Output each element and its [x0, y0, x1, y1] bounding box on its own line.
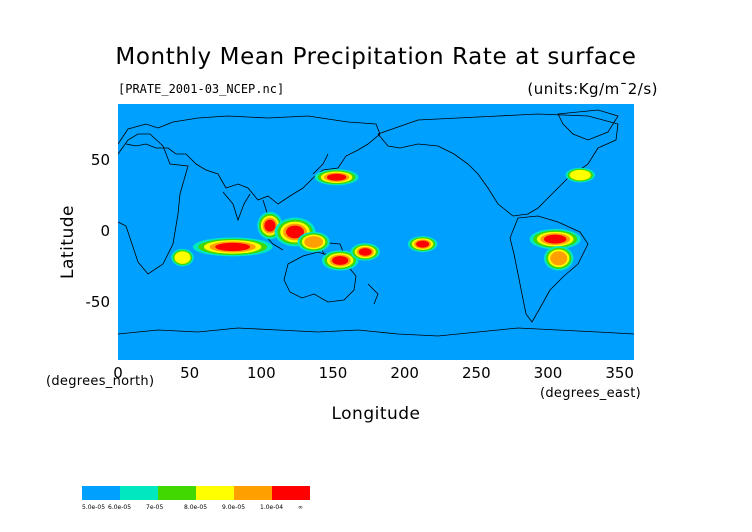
precip-region	[550, 251, 568, 266]
precip-region	[215, 242, 251, 252]
colorbar-segment	[158, 486, 196, 500]
x-tick-label: 350	[605, 364, 634, 382]
precip-region	[304, 236, 324, 248]
x-axis-unit-note: (degrees_east)	[540, 386, 642, 401]
coastline-south-america	[509, 215, 589, 323]
coastlines	[118, 109, 634, 337]
x-axis-label: Longitude	[331, 404, 421, 424]
y-tick-label: 0	[100, 222, 110, 240]
map-title: Monthly Mean Precipitation Rate at surfa…	[115, 44, 637, 70]
precip-region	[569, 169, 591, 181]
precip-region	[358, 248, 372, 256]
colorbar-segment	[196, 486, 234, 500]
x-tick-label: 0	[113, 364, 123, 382]
coastline-india	[222, 191, 251, 222]
colorbar	[82, 486, 310, 500]
x-tick-label: 250	[462, 364, 491, 382]
colorbar-segment	[82, 486, 120, 500]
y-axis-label: Latitude	[58, 205, 78, 279]
colorbar-label: 9.0e-05	[222, 504, 246, 511]
x-tick-label: 50	[180, 364, 200, 382]
colorbar-label: 7e-05	[146, 504, 164, 511]
y-tick-label: 50	[90, 150, 110, 169]
colorbar-label: 6.0e-05	[108, 504, 132, 511]
y-tick-label: -50	[85, 293, 111, 312]
coastline-africa	[118, 133, 189, 275]
precipitation-map	[118, 104, 634, 360]
y-axis-unit-note: (degrees_north)	[46, 374, 155, 389]
precip-region	[332, 255, 349, 265]
colorbar-label: 8.0e-05	[184, 504, 208, 511]
x-tick-label: 100	[247, 364, 276, 382]
colorbar-label: 1.0e-04	[260, 504, 284, 511]
coastline-greenland	[557, 109, 619, 141]
precip-region	[326, 173, 347, 181]
precip-region	[416, 240, 430, 248]
colorbar-segment	[272, 486, 310, 500]
colorbar-segment	[234, 486, 272, 500]
precip-region	[286, 225, 305, 239]
colorbar-label: ∞	[298, 504, 303, 511]
colorbar-segment	[120, 486, 158, 500]
coastline-eurasia	[118, 115, 381, 205]
units-label: (units:Kg/m¯2/s)	[527, 80, 658, 98]
x-tick-label: 300	[533, 364, 563, 382]
precip-region	[264, 219, 276, 232]
coastline-antarctica	[118, 327, 634, 337]
coastline-australia	[283, 251, 357, 303]
x-tick-label: 200	[390, 364, 419, 382]
coastline-japan	[312, 153, 329, 175]
coastline-newzealand	[367, 283, 379, 305]
coastline-north-america	[377, 113, 619, 217]
precipitation-regions	[171, 167, 595, 271]
precip-region	[543, 234, 567, 244]
source-file-label: [PRATE_2001-03_NCEP.nc]	[118, 82, 285, 96]
precip-region	[174, 251, 191, 264]
x-tick-label: 150	[318, 364, 348, 382]
colorbar-label: 5.0e-05	[82, 504, 106, 511]
